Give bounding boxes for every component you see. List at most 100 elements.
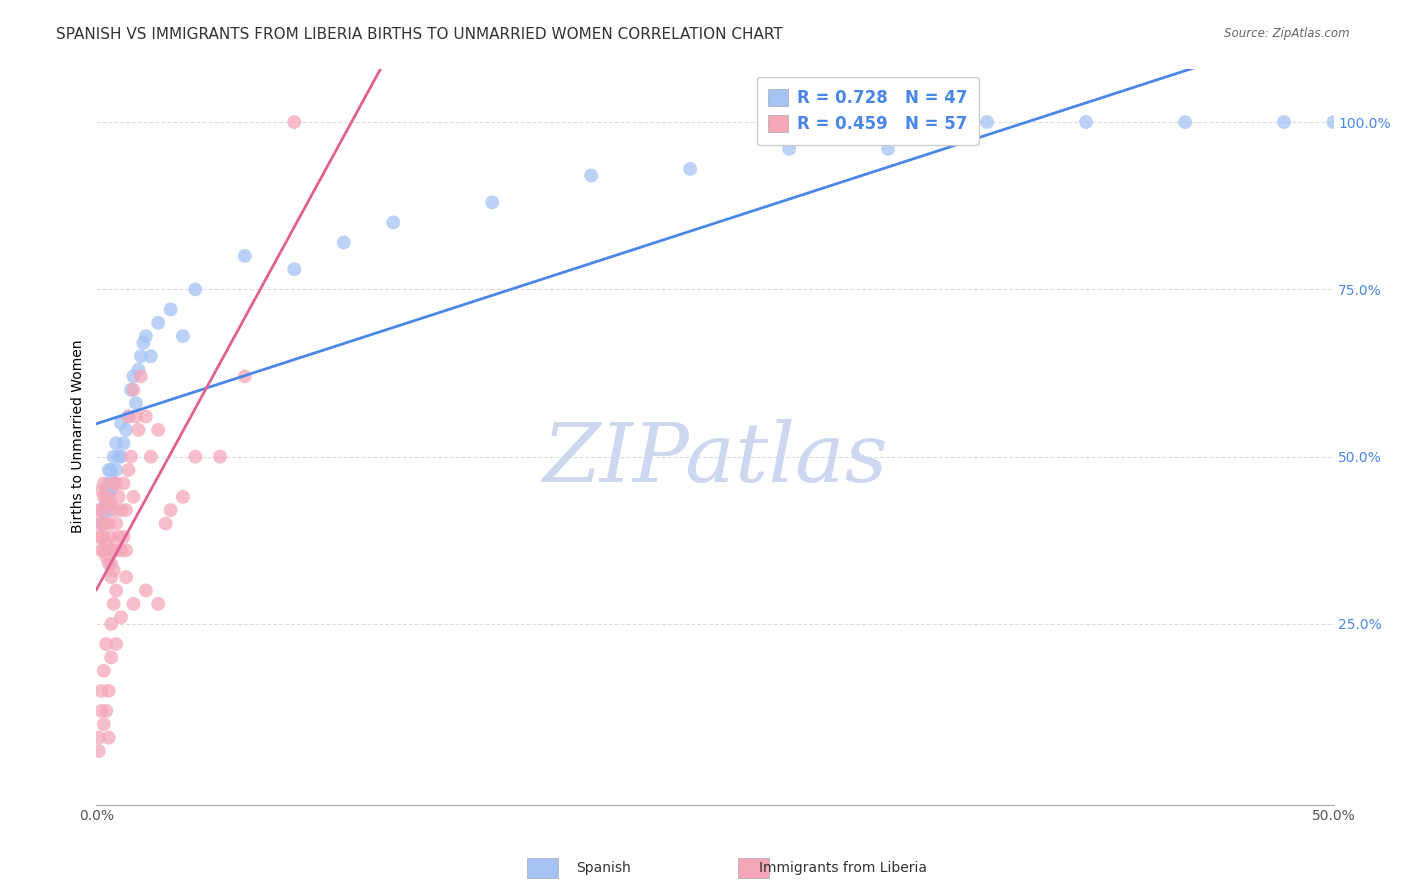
Point xyxy=(184,282,207,296)
Point xyxy=(105,637,128,651)
Point xyxy=(778,142,800,156)
Text: Immigrants from Liberia: Immigrants from Liberia xyxy=(759,861,927,875)
Point xyxy=(93,503,115,517)
Point xyxy=(122,383,145,397)
Point xyxy=(105,543,128,558)
Text: Source: ZipAtlas.com: Source: ZipAtlas.com xyxy=(1225,27,1350,40)
Point xyxy=(110,450,132,464)
Point xyxy=(97,463,120,477)
Point xyxy=(96,637,118,651)
Point xyxy=(129,369,152,384)
Point xyxy=(100,616,122,631)
Point xyxy=(93,476,115,491)
Point xyxy=(333,235,356,250)
Point xyxy=(87,530,110,544)
Point xyxy=(159,302,181,317)
Point xyxy=(96,490,118,504)
Point xyxy=(97,543,120,558)
Point xyxy=(90,530,112,544)
Point xyxy=(97,516,120,531)
Point xyxy=(103,543,125,558)
Point xyxy=(100,557,122,571)
Point xyxy=(107,530,129,544)
Point xyxy=(110,503,132,517)
Point xyxy=(90,684,112,698)
Point xyxy=(100,530,122,544)
Point xyxy=(105,516,128,531)
Point xyxy=(233,249,256,263)
Point xyxy=(127,423,149,437)
Point xyxy=(103,563,125,577)
Point xyxy=(110,543,132,558)
Point xyxy=(115,570,138,584)
Point xyxy=(87,503,110,517)
Point xyxy=(105,476,128,491)
Point xyxy=(122,597,145,611)
Point xyxy=(103,476,125,491)
Point xyxy=(96,704,118,718)
Point xyxy=(93,530,115,544)
Point xyxy=(90,516,112,531)
Point xyxy=(90,503,112,517)
Point xyxy=(110,416,132,430)
Point xyxy=(120,383,142,397)
Point xyxy=(117,409,139,424)
Point xyxy=(105,436,128,450)
Point xyxy=(93,664,115,678)
Point xyxy=(1322,115,1344,129)
Point xyxy=(103,503,125,517)
Text: Spanish: Spanish xyxy=(576,861,631,875)
Point xyxy=(105,463,128,477)
Point xyxy=(97,476,120,491)
Point xyxy=(100,650,122,665)
Point xyxy=(115,503,138,517)
Point xyxy=(1272,115,1295,129)
Point xyxy=(90,704,112,718)
Point xyxy=(93,516,115,531)
Point xyxy=(112,436,135,450)
Point xyxy=(132,335,155,350)
Point xyxy=(103,476,125,491)
Point xyxy=(112,476,135,491)
Point xyxy=(100,483,122,497)
Point xyxy=(87,731,110,745)
Point xyxy=(97,496,120,510)
Point xyxy=(87,744,110,758)
Point xyxy=(125,409,148,424)
Point xyxy=(283,115,305,129)
Point xyxy=(1174,115,1197,129)
Point xyxy=(93,516,115,531)
Point xyxy=(107,450,129,464)
Point xyxy=(103,597,125,611)
Point xyxy=(105,583,128,598)
Point xyxy=(209,450,232,464)
Point xyxy=(184,450,207,464)
Point xyxy=(148,316,170,330)
Point xyxy=(96,483,118,497)
Point xyxy=(115,543,138,558)
Point xyxy=(97,557,120,571)
Point xyxy=(159,503,181,517)
Text: SPANISH VS IMMIGRANTS FROM LIBERIA BIRTHS TO UNMARRIED WOMEN CORRELATION CHART: SPANISH VS IMMIGRANTS FROM LIBERIA BIRTH… xyxy=(56,27,783,42)
Point xyxy=(110,610,132,624)
Point xyxy=(100,570,122,584)
Point xyxy=(93,490,115,504)
Point xyxy=(93,543,115,558)
Point xyxy=(103,450,125,464)
Point xyxy=(148,597,170,611)
Point xyxy=(97,490,120,504)
Point xyxy=(122,369,145,384)
Point xyxy=(90,483,112,497)
Point xyxy=(97,503,120,517)
Point xyxy=(96,536,118,550)
Point xyxy=(148,423,170,437)
Point xyxy=(117,409,139,424)
Point xyxy=(100,496,122,510)
Y-axis label: Births to Unmarried Women: Births to Unmarried Women xyxy=(72,340,86,533)
Point xyxy=(1074,115,1097,129)
Point xyxy=(107,490,129,504)
Point xyxy=(283,262,305,277)
Point xyxy=(122,490,145,504)
Point xyxy=(135,409,157,424)
Point xyxy=(115,423,138,437)
